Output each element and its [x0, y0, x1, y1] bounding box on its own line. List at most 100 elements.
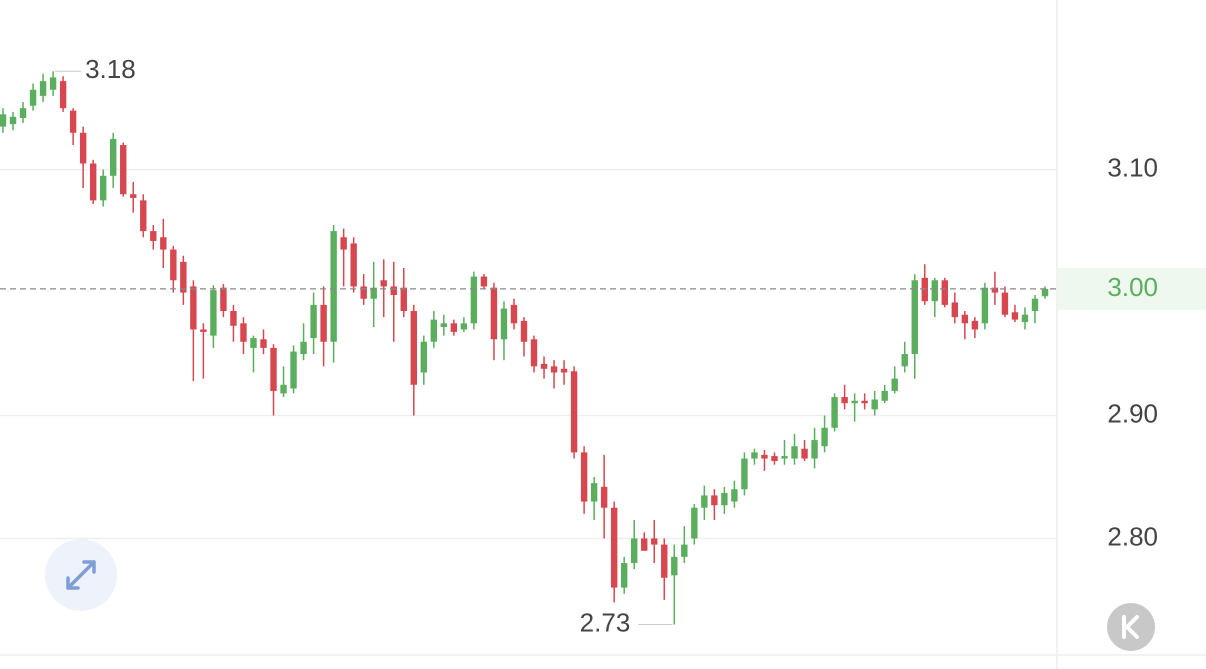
candle-body	[821, 427, 828, 447]
k-button[interactable]	[1107, 603, 1155, 651]
candle-body	[450, 323, 458, 332]
candle-body	[220, 287, 227, 312]
candle-body	[430, 319, 438, 342]
candle-body	[831, 397, 838, 428]
candle-body	[1001, 292, 1009, 315]
candle-body	[330, 231, 337, 342]
expand-button[interactable]	[45, 539, 117, 611]
candle-body	[631, 538, 638, 564]
plot: 2.80 2.90 3.10 3.00 3.18 2.73	[0, 54, 1206, 637]
candle-body	[110, 138, 117, 176]
y-tick-label: 2.90	[1107, 398, 1158, 428]
candle-body	[0, 114, 7, 127]
candle-body	[881, 390, 888, 401]
candle-body	[240, 323, 247, 342]
candle-body	[390, 286, 397, 296]
k-icon	[1122, 615, 1139, 639]
candle-body	[340, 237, 347, 250]
candle-body	[150, 231, 157, 241]
candle-body	[370, 287, 377, 299]
candle-body	[991, 287, 999, 293]
candle-body	[1041, 288, 1049, 297]
candle-body	[300, 341, 307, 355]
candle-body	[851, 400, 858, 404]
candle-body	[761, 454, 768, 459]
candle-body	[550, 366, 558, 373]
candle-body	[841, 397, 848, 404]
candle-body	[641, 538, 648, 551]
candle-body	[210, 290, 217, 336]
candle-body	[320, 304, 327, 342]
candle-body	[290, 351, 297, 389]
candle-body	[190, 286, 197, 330]
k-button-bg[interactable]	[1107, 603, 1155, 651]
candle-body	[39, 81, 47, 96]
candle-body	[951, 302, 959, 318]
candle-body	[971, 320, 979, 330]
candle-body	[721, 492, 728, 506]
candle-body	[280, 384, 287, 394]
candle-body	[360, 286, 367, 299]
last-price-bg	[1058, 267, 1206, 310]
candle-body	[460, 323, 468, 330]
expand-icon	[66, 560, 96, 590]
candle-body	[560, 368, 568, 373]
candle-body	[931, 280, 938, 302]
candle-body	[1031, 298, 1039, 312]
candle-body	[69, 110, 77, 133]
candle-body	[510, 304, 518, 324]
candle-body	[59, 81, 67, 109]
candle-body	[711, 495, 718, 506]
candle-body	[160, 237, 167, 250]
candle-body	[250, 338, 257, 348]
candle-body	[741, 458, 748, 490]
candle-body	[1021, 314, 1029, 323]
candle-body	[99, 175, 107, 201]
candle-body	[751, 452, 758, 459]
candle-body	[651, 538, 658, 545]
y-tick-label: 3.10	[1107, 153, 1158, 183]
candle-body	[701, 495, 708, 508]
candle-body	[170, 249, 177, 281]
candle-body	[420, 341, 428, 373]
candle-body	[671, 556, 678, 576]
candle-body	[1011, 312, 1019, 320]
candle-body	[79, 132, 87, 164]
candle-body	[19, 108, 27, 119]
candle-body	[941, 280, 949, 305]
candle-body	[731, 489, 738, 502]
candle-body	[310, 304, 317, 339]
candle-body	[620, 563, 628, 588]
candle-body	[89, 163, 97, 201]
candle-body	[691, 507, 698, 539]
high-label: 3.18	[85, 54, 136, 84]
candle-body	[520, 320, 528, 342]
candle-body	[29, 89, 37, 106]
candle-body	[180, 261, 187, 293]
candle-body	[540, 363, 548, 369]
candle-body	[260, 339, 267, 348]
candle-body	[410, 311, 417, 385]
candle-body	[440, 323, 448, 327]
candle-body	[400, 287, 407, 312]
candle-body	[380, 280, 387, 287]
candle-body	[350, 243, 357, 287]
candle-body	[901, 354, 908, 367]
candle-body	[811, 440, 818, 459]
candle-body	[480, 276, 488, 287]
candle-body	[200, 329, 207, 332]
candle-body	[9, 116, 17, 125]
candle-body	[961, 314, 969, 324]
candle-body	[590, 483, 598, 502]
candle-body	[771, 456, 778, 461]
candle-body	[981, 287, 989, 324]
candle-body	[791, 446, 798, 459]
candle-body	[130, 194, 137, 198]
last-price-label: 3.00	[1107, 272, 1158, 302]
candle-body	[871, 399, 878, 410]
candle-body	[270, 347, 277, 391]
candle-body	[140, 200, 147, 232]
candle-body	[530, 339, 538, 367]
